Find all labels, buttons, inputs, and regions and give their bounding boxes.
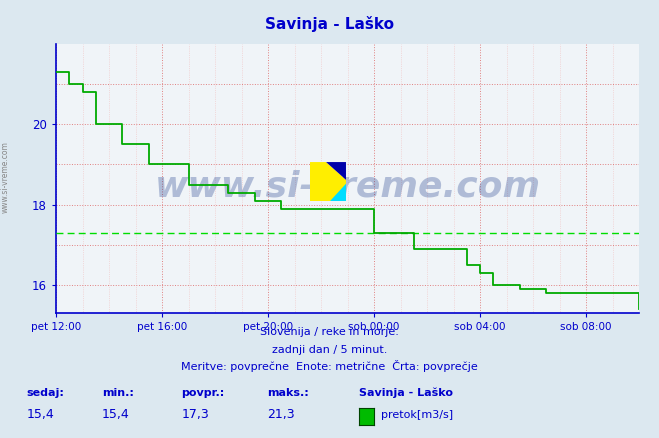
Text: povpr.:: povpr.: bbox=[181, 389, 225, 399]
Text: min.:: min.: bbox=[102, 389, 134, 399]
Text: www.si-vreme.com: www.si-vreme.com bbox=[155, 170, 540, 204]
Text: Savinja - Laško: Savinja - Laško bbox=[265, 16, 394, 32]
Text: sedaj:: sedaj: bbox=[26, 389, 64, 399]
Text: zadnji dan / 5 minut.: zadnji dan / 5 minut. bbox=[272, 345, 387, 355]
Text: maks.:: maks.: bbox=[267, 389, 308, 399]
Text: 15,4: 15,4 bbox=[26, 408, 54, 421]
Text: pretok[m3/s]: pretok[m3/s] bbox=[381, 410, 453, 420]
Text: www.si-vreme.com: www.si-vreme.com bbox=[1, 141, 10, 213]
Polygon shape bbox=[326, 162, 346, 180]
Text: 17,3: 17,3 bbox=[181, 408, 209, 421]
Text: Savinja - Laško: Savinja - Laško bbox=[359, 388, 453, 399]
Text: Meritve: povprečne  Enote: metrične  Črta: povprečje: Meritve: povprečne Enote: metrične Črta:… bbox=[181, 360, 478, 372]
Text: 21,3: 21,3 bbox=[267, 408, 295, 421]
Polygon shape bbox=[310, 162, 346, 201]
Text: 15,4: 15,4 bbox=[102, 408, 130, 421]
Polygon shape bbox=[314, 184, 346, 201]
Text: Slovenija / reke in morje.: Slovenija / reke in morje. bbox=[260, 327, 399, 337]
